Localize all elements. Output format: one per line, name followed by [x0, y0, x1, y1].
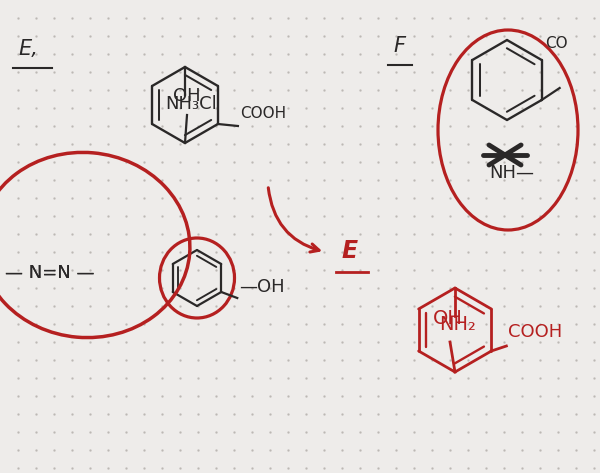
Text: OH: OH [433, 309, 463, 328]
Text: NH₃Cl: NH₃Cl [165, 95, 217, 113]
Text: —OH: —OH [239, 278, 285, 296]
Text: COOH: COOH [508, 323, 563, 341]
Text: OH: OH [173, 87, 200, 105]
Text: NH—: NH— [489, 164, 534, 182]
Text: E: E [342, 239, 358, 263]
Text: CO: CO [545, 36, 568, 51]
Text: E,: E, [18, 39, 38, 59]
Text: — N=N —: — N=N — [5, 264, 95, 282]
Text: NH₂: NH₂ [439, 315, 476, 334]
Text: — N=N —: — N=N — [5, 264, 95, 282]
Text: COOH: COOH [240, 106, 286, 121]
Text: F: F [393, 36, 405, 56]
